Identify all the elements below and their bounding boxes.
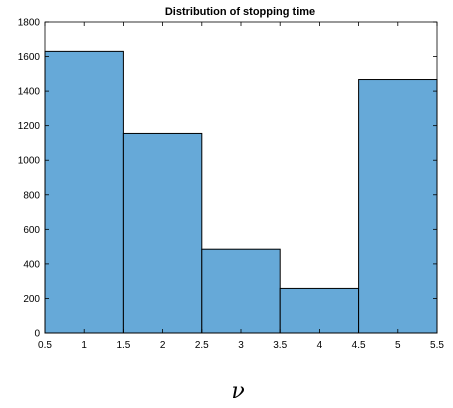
y-tick-label: 1400: [18, 87, 41, 98]
x-tick-label: 3.5: [273, 340, 287, 351]
x-tick-label: 3: [238, 340, 244, 351]
chart-title: Distribution of stopping time: [165, 6, 315, 18]
histogram-bar-2: [122, 132, 203, 334]
histogram-bar-3: [201, 248, 281, 334]
x-ticks-group: 0.5 1 1.5 2 2.5 3 3.5 4 4.5 5 5.5: [38, 22, 444, 351]
x-axis-label: ν: [231, 379, 244, 404]
histogram-bar-5: [358, 79, 438, 334]
y-tick-label: 1600: [18, 52, 41, 63]
x-tick-label: 1: [81, 340, 87, 351]
x-tick-label: 0.5: [38, 340, 52, 351]
x-tick-label: 5: [395, 340, 401, 351]
y-tick-label: 600: [23, 225, 40, 236]
y-tick-label: 0: [34, 329, 40, 340]
y-ticks-group: 0 200 400 600 800 1000 1200 1400 1600 1800: [18, 18, 437, 340]
y-tick-label: 400: [23, 259, 40, 270]
y-tick-label: 800: [23, 190, 40, 201]
x-tick-label: 4: [317, 340, 323, 351]
histogram-bar-1: [44, 50, 124, 334]
y-tick-label: 1000: [18, 156, 41, 167]
x-tick-label: 4.5: [352, 340, 366, 351]
y-tick-label: 1200: [18, 121, 41, 132]
x-tick-label: 2: [160, 340, 166, 351]
x-tick-label: 5.5: [430, 340, 444, 351]
bars-group: [44, 50, 438, 334]
y-tick-label: 1800: [18, 18, 41, 29]
x-tick-label: 2.5: [195, 340, 209, 351]
x-tick-label: 1.5: [116, 340, 130, 351]
histogram-bar-4: [279, 287, 360, 334]
y-tick-label: 200: [23, 294, 40, 305]
